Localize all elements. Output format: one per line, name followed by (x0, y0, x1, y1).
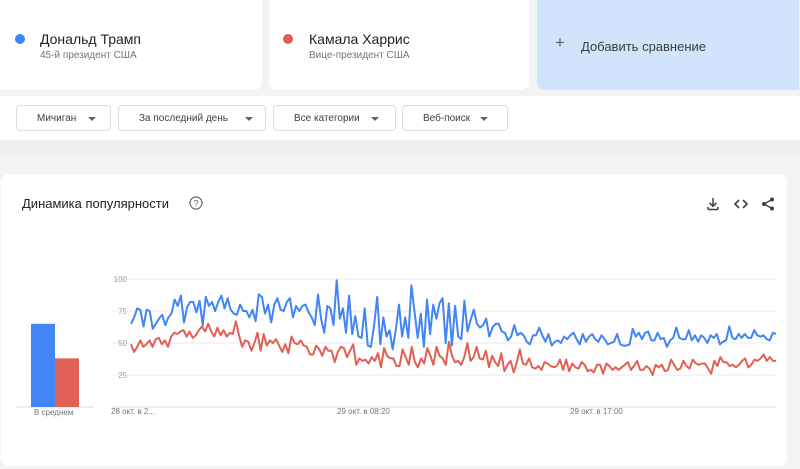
chevron-down-icon (245, 117, 253, 121)
category-dropdown-label: Все категории (294, 113, 360, 124)
add-comparison-button[interactable]: + Добавить сравнение (537, 0, 799, 90)
plus-icon: + (555, 33, 565, 52)
average-label: В среднем (34, 408, 74, 417)
y-tick-label: 100 (114, 275, 128, 284)
compare-cards: Дональд Трамп 45-й президент США Камала … (0, 0, 800, 96)
chevron-down-icon (371, 117, 379, 121)
average-bar-harris (55, 358, 79, 407)
region-dropdown-label: Мичиган (37, 113, 77, 124)
share-icon[interactable] (760, 196, 776, 212)
embed-icon[interactable] (733, 196, 749, 212)
search-type-dropdown[interactable]: Веб-поиск (402, 105, 508, 131)
term-name: Камала Харрис (309, 31, 410, 47)
region-dropdown[interactable]: Мичиган (16, 105, 111, 131)
term-card-harris[interactable]: Камала Харрис Вице-президент США (269, 0, 529, 90)
y-tick-label: 25 (118, 371, 127, 380)
add-comparison-label: Добавить сравнение (581, 39, 707, 54)
filters-bar: Мичиган За последний день Все категории … (0, 96, 800, 140)
category-dropdown[interactable]: Все категории (273, 105, 396, 131)
term-name: Дональд Трамп (40, 31, 142, 47)
term-color-dot-blue-icon (15, 34, 25, 44)
average-bar-trump (31, 323, 55, 407)
chevron-down-icon (88, 117, 96, 121)
series-line-trump (130, 279, 777, 351)
series-line-harris (130, 320, 776, 376)
divider (0, 140, 800, 154)
download-icon[interactable] (705, 196, 721, 212)
term-card-trump[interactable]: Дональд Трамп 45-й президент США (0, 0, 262, 90)
y-tick-label: 75 (118, 307, 127, 316)
x-tick-label: 29 окт. в 17:00 (570, 407, 623, 416)
x-tick-label: 28 окт. в 2... (111, 407, 155, 416)
period-dropdown[interactable]: За последний день (118, 105, 266, 131)
term-subtitle: Вице-президент США (309, 50, 410, 61)
chevron-down-icon (480, 117, 488, 121)
period-dropdown-label: За последний день (139, 113, 228, 124)
help-icon[interactable]: ? (189, 196, 203, 210)
y-tick-label: 50 (118, 339, 127, 348)
panel-title: Динамика популярности (22, 196, 169, 211)
svg-text:?: ? (193, 199, 198, 209)
x-tick-label: 29 окт. в 08:20 (337, 407, 390, 416)
term-color-dot-red-icon (283, 34, 293, 44)
search-type-dropdown-label: Веб-поиск (423, 113, 471, 124)
term-subtitle: 45-й президент США (40, 50, 137, 61)
